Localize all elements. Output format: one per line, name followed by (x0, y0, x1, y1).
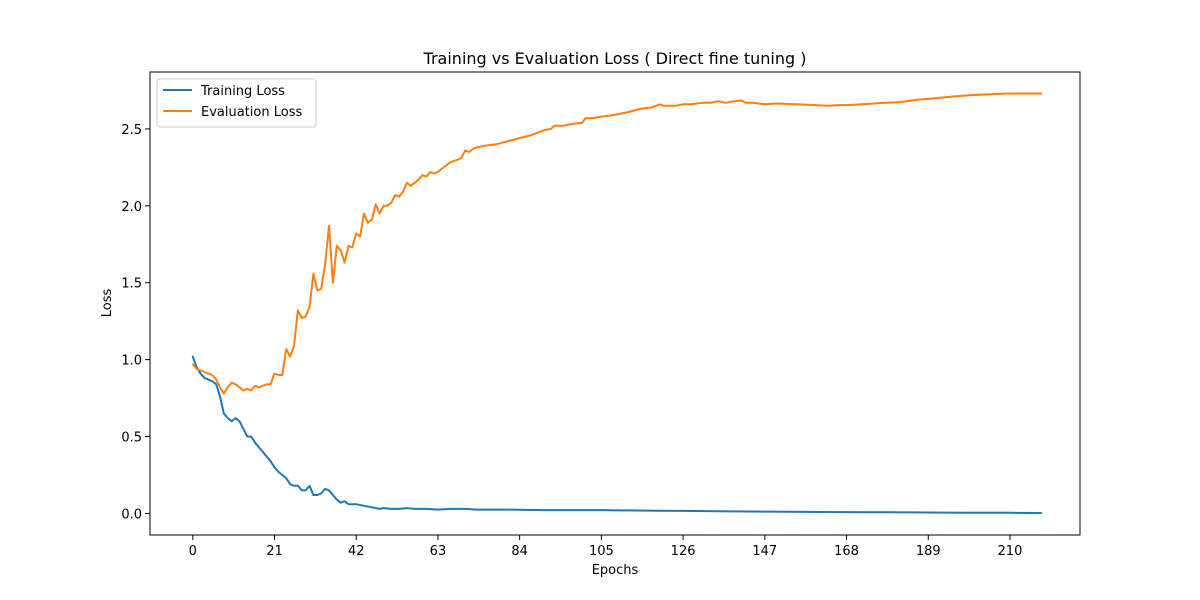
x-tick-label: 189 (916, 544, 941, 559)
y-axis-label: Loss (100, 289, 115, 318)
y-tick-label: 1.0 (121, 354, 142, 369)
x-tick-label: 63 (430, 544, 447, 559)
legend-label-training-loss: Training Loss (200, 84, 285, 99)
x-tick-label: 168 (834, 544, 859, 559)
legend-box (156, 78, 317, 128)
y-tick-label: 0.5 (121, 431, 142, 446)
x-axis-label: Epochs (592, 563, 639, 578)
x-axis-ticks: 0 21 42 63 84 105 126 147 168 189 210 (189, 535, 1023, 559)
x-tick-label: 126 (671, 544, 696, 559)
x-tick-label: 147 (752, 544, 777, 559)
x-tick-label: 84 (511, 544, 528, 559)
x-tick-label: 42 (348, 544, 365, 559)
x-tick-label: 210 (998, 544, 1023, 559)
y-tick-label: 2.5 (121, 123, 142, 138)
x-tick-label: 21 (266, 544, 283, 559)
x-tick-label: 105 (589, 544, 614, 559)
legend: Training Loss Evaluation Loss (156, 78, 317, 128)
chart-title: Training vs Evaluation Loss ( Direct fin… (423, 49, 807, 68)
series-line-training-loss (191, 355, 1043, 514)
y-tick-label: 2.0 (121, 200, 142, 215)
x-tick-label: 0 (189, 544, 197, 559)
plot-frame (149, 71, 1081, 536)
series-layer (191, 92, 1043, 514)
y-axis-ticks: 0.0 0.5 1.0 1.5 2.0 2.5 (121, 123, 150, 522)
legend-label-evaluation-loss: Evaluation Loss (201, 105, 302, 120)
y-tick-label: 1.5 (121, 277, 142, 292)
series-line-evaluation-loss (191, 92, 1043, 395)
y-tick-label: 0.0 (121, 507, 142, 522)
